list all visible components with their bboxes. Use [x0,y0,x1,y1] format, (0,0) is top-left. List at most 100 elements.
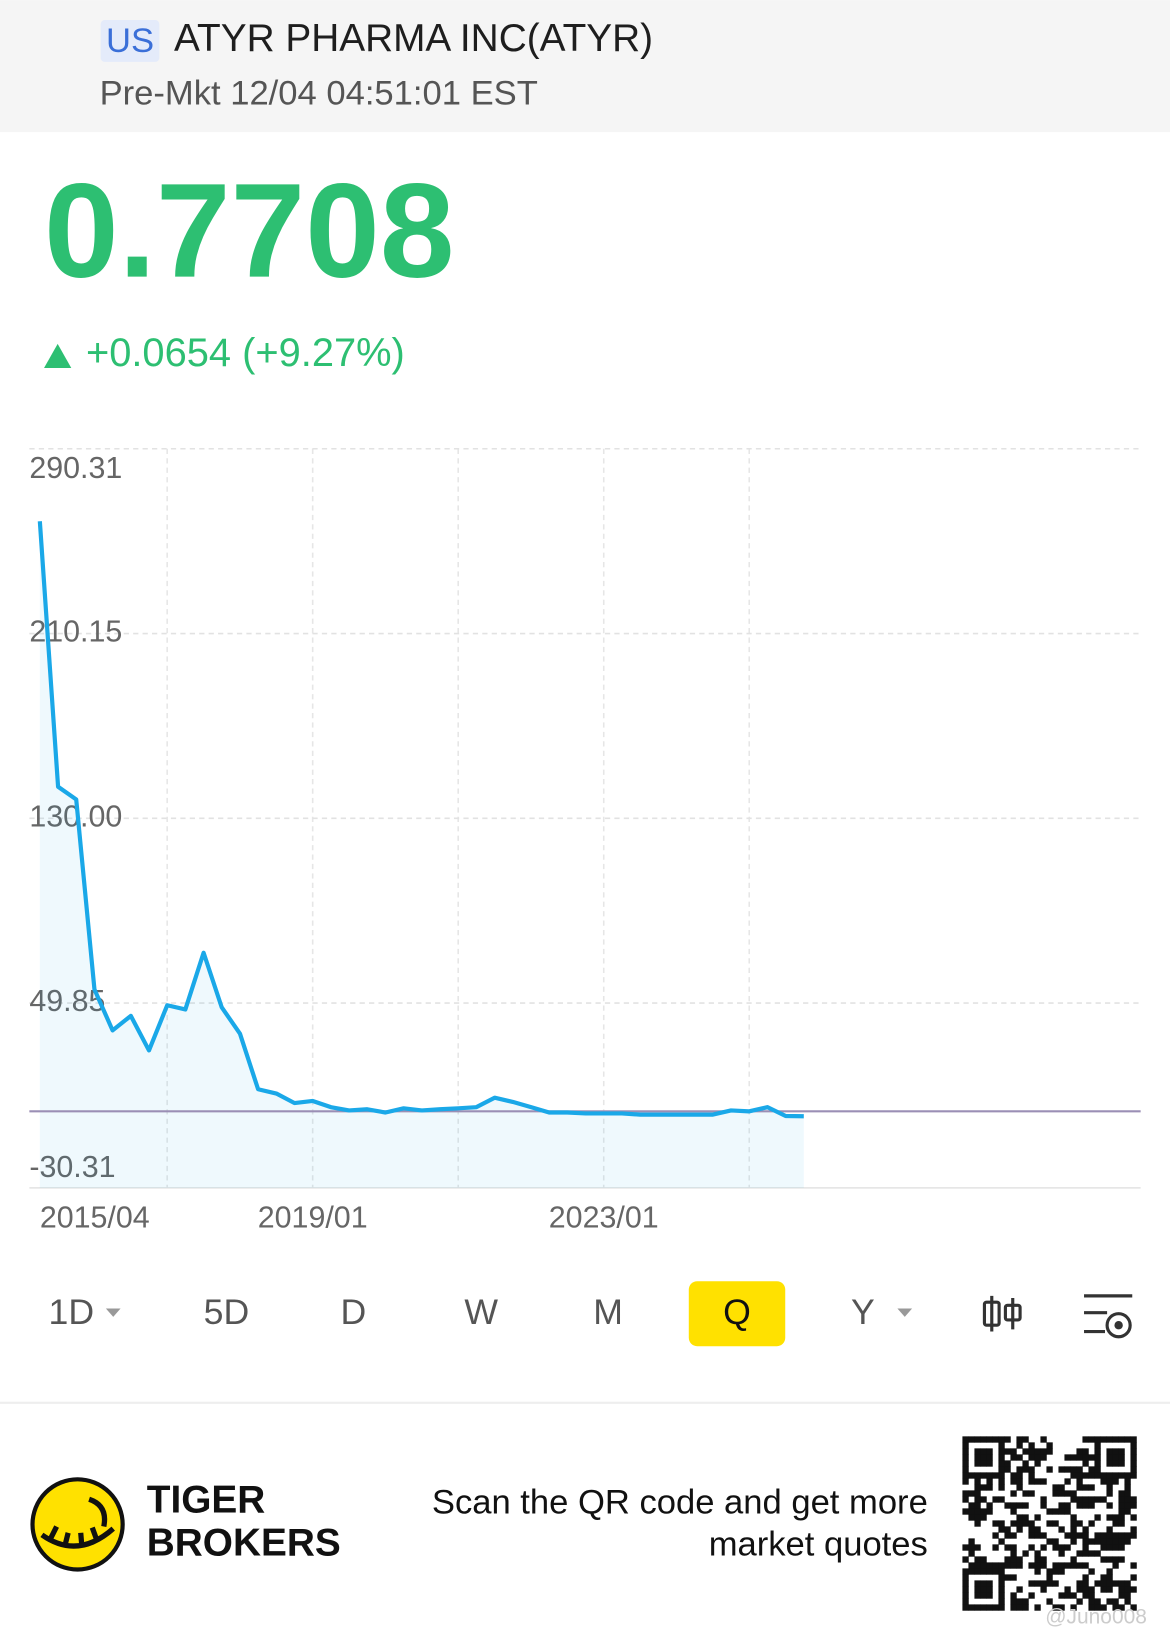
qr-module [962,1490,969,1497]
qr-module [1112,1604,1119,1611]
qr-module [1016,1604,1023,1611]
qr-module [1082,1472,1089,1479]
qr-module [1094,1580,1101,1587]
qr-module [1100,1556,1107,1563]
qr-module [1076,1520,1083,1527]
qr-module [962,1568,969,1575]
qr-module [974,1562,981,1569]
qr-module [1112,1436,1119,1443]
qr-module [1094,1532,1101,1539]
qr-module [986,1604,993,1611]
qr-module [1028,1526,1035,1533]
qr-module [974,1472,981,1479]
qr-module [968,1514,975,1521]
qr-module [992,1436,999,1443]
qr-module [1046,1520,1053,1527]
qr-module [1106,1526,1113,1533]
brand: BROKERS [147,1522,341,1565]
brand-logo-mark [40,1496,115,1549]
qr-module [962,1448,969,1455]
tab[interactable]: Y [851,1292,875,1332]
qr-module [1112,1478,1119,1485]
qr-module [1004,1562,1011,1569]
qr-module [962,1580,969,1587]
qr-module [1052,1538,1059,1545]
qr-module [1130,1466,1137,1473]
qr-module [1106,1568,1113,1575]
qr-module [1028,1466,1035,1473]
tab[interactable]: Q [723,1292,751,1332]
qr-module [1094,1448,1101,1455]
qr-module [1022,1436,1029,1443]
qr-module [1046,1466,1053,1473]
qr-module [1112,1472,1119,1479]
qr-module [974,1580,981,1587]
tab[interactable]: 5D [204,1292,250,1332]
qr-module [1106,1472,1113,1479]
qr-module [1064,1478,1071,1485]
qr-module [974,1490,981,1497]
qr-module [1130,1562,1137,1569]
qr-module [1106,1538,1113,1545]
qr-module [1082,1562,1089,1569]
qr-module [986,1460,993,1467]
qr-module [1130,1574,1137,1581]
qr-module [1016,1586,1023,1593]
qr-module [1118,1448,1125,1455]
qr-module [998,1574,1005,1581]
qr-module [974,1514,981,1521]
settings-icon[interactable] [1084,1294,1133,1334]
qr-module [1094,1598,1101,1605]
qr-module [1106,1478,1113,1485]
qr-module [1118,1604,1125,1611]
qr-module [1016,1466,1023,1473]
qr-module [998,1448,1005,1455]
qr-module [1004,1460,1011,1467]
qr-module [1124,1580,1131,1587]
qr-module [1076,1502,1083,1509]
qr-module [980,1514,987,1521]
qr-module [974,1520,981,1527]
tab[interactable]: M [593,1292,623,1332]
qr-module [986,1586,993,1593]
qr-module [1034,1460,1041,1467]
qr-module [1088,1592,1095,1599]
qr-module [1028,1454,1035,1461]
qr-module [1118,1496,1125,1503]
qr-module [1064,1544,1071,1551]
qr-module [1058,1544,1065,1551]
qr-module [1112,1562,1119,1569]
qr-module [962,1436,969,1443]
qr-module [1124,1472,1131,1479]
qr-module [998,1586,1005,1593]
qr-module [1124,1478,1131,1485]
qr-module [986,1580,993,1587]
qr-module [1082,1538,1089,1545]
qr-module [1112,1532,1119,1539]
tab[interactable]: D [340,1292,366,1332]
brand: TIGER [147,1479,266,1522]
qr-module [1088,1598,1095,1605]
qr-module [1076,1496,1083,1503]
qr-module [1010,1478,1017,1485]
qr-module [1130,1454,1137,1461]
qr-module [962,1496,969,1503]
qr-module [1124,1586,1131,1593]
tab[interactable]: W [464,1292,498,1332]
qr-module [974,1448,981,1455]
qr-module [1040,1556,1047,1563]
settings-icon [1105,1312,1132,1339]
qr-module [1016,1520,1023,1527]
qr-module [1046,1538,1053,1545]
qr-module [1088,1454,1095,1461]
qr-module [986,1562,993,1569]
tab[interactable]: 1D [49,1292,95,1332]
qr-module [1028,1532,1035,1539]
qr-module [1106,1436,1113,1443]
qr-module [1112,1544,1119,1551]
qr-module [1118,1544,1125,1551]
qr-module [1106,1448,1113,1455]
qr-module [1100,1538,1107,1545]
qr-module [1058,1466,1065,1473]
qr-module [980,1460,987,1467]
